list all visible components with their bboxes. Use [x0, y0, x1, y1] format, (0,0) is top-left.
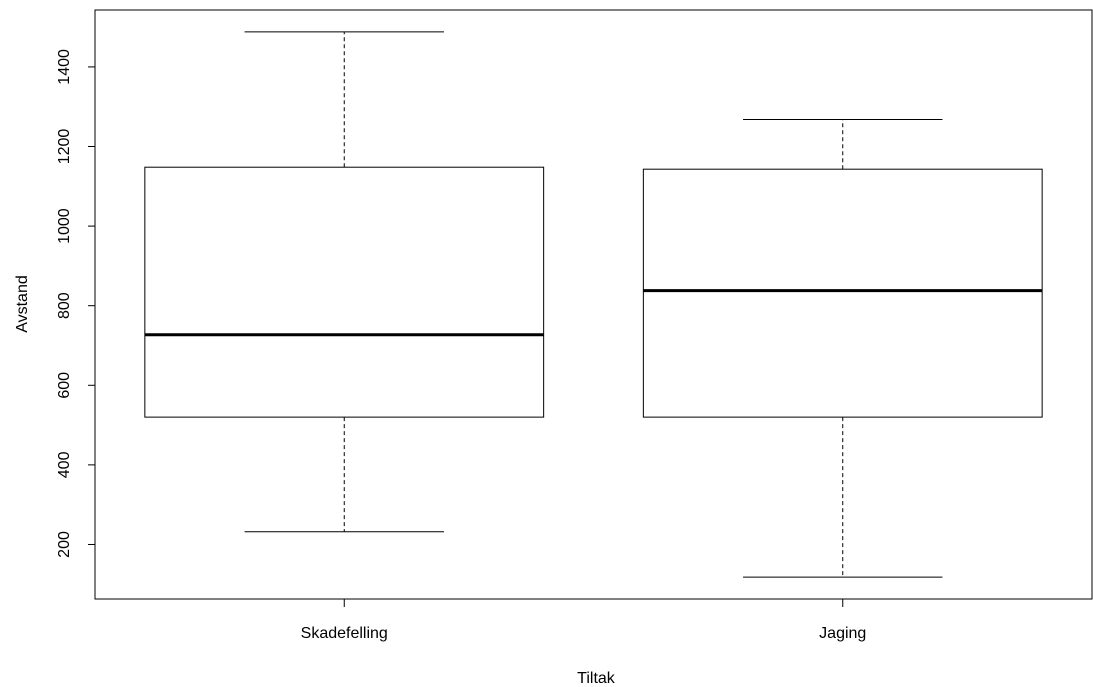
y-tick-label: 400	[56, 451, 73, 478]
iqr-box	[144, 166, 545, 418]
x-tick-label: Skadefelling	[301, 625, 388, 642]
y-axis-title: Avstand	[14, 275, 31, 333]
box-group	[144, 31, 545, 533]
x-axis-title: Tiltak	[577, 670, 616, 687]
y-tick-label: 1200	[56, 129, 73, 165]
iqr-box	[642, 168, 1043, 418]
box-group	[642, 118, 1043, 578]
x-axis: Skadefelling Jaging	[301, 599, 866, 642]
y-tick-label: 800	[56, 292, 73, 319]
y-tick-label: 600	[56, 372, 73, 399]
y-tick-label: 200	[56, 531, 73, 558]
y-axis: 200 400 600 800 1000 1200 1400	[56, 49, 96, 558]
y-tick-label: 1000	[56, 208, 73, 244]
boxes	[144, 31, 1043, 578]
y-tick-label: 1400	[56, 49, 73, 85]
x-tick-label: Jaging	[819, 625, 866, 642]
